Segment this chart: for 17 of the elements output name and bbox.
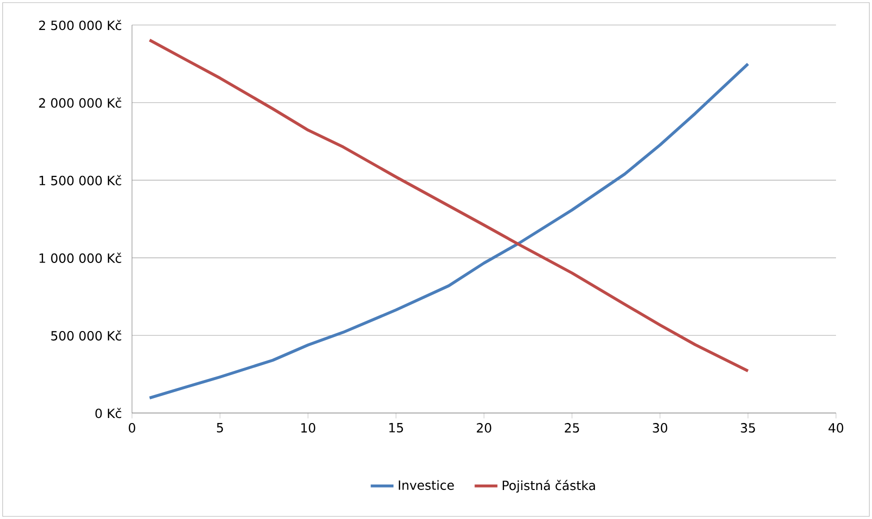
y-tick-label: 1 000 000 Kč (40, 252, 122, 263)
y-tick-label: 2 500 000 Kč (39, 20, 122, 30)
y-tick-label: 1 500 000 Kč (40, 175, 122, 186)
y-tick-label: 2 000 000 Kč (39, 97, 122, 108)
y-tick-label: 500 000 Kč (51, 330, 122, 341)
x-tick-label: 30 (652, 423, 668, 433)
x-tick-label: 40 (828, 423, 844, 433)
x-tick-label: 15 (389, 423, 403, 432)
x-tick-label: 25 (564, 423, 579, 433)
y-tick-label: 0 Kč (95, 408, 122, 418)
x-tick-label: 10 (301, 423, 316, 433)
x-tick-label: 5 (216, 423, 223, 432)
x-tick-label: 20 (476, 423, 492, 433)
legend-label: Investice (398, 480, 454, 490)
x-tick-label: 35 (740, 423, 755, 433)
legend-label: Pojistná částka (502, 480, 595, 493)
x-tick-label: 0 (128, 423, 136, 433)
